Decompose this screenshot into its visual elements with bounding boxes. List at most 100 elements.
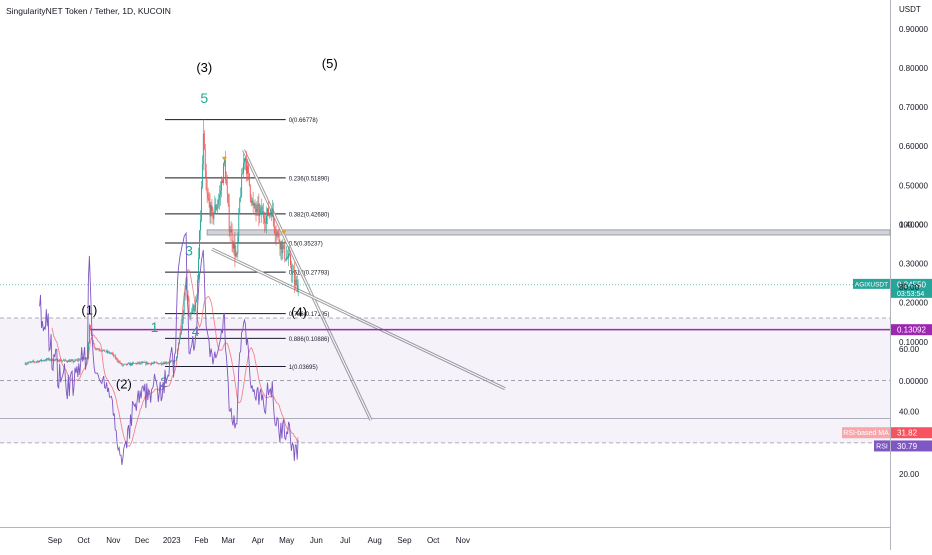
candle-body — [160, 362, 162, 365]
candle — [268, 212, 270, 219]
candle — [259, 203, 261, 224]
candle — [64, 358, 66, 362]
candle-body — [69, 360, 71, 362]
candle-body — [270, 212, 272, 217]
candle-body — [155, 362, 157, 364]
candle — [125, 363, 127, 365]
candle-body — [268, 208, 269, 216]
candle — [253, 201, 255, 209]
candle-body — [264, 218, 266, 223]
candle — [64, 359, 65, 362]
candle-body — [25, 363, 27, 365]
candle — [164, 361, 166, 365]
candle-body — [213, 212, 215, 219]
rsi-tick-label: 60.00 — [899, 345, 920, 354]
time-tick-label: Nov — [106, 536, 120, 545]
candle-body — [97, 348, 99, 350]
candle — [74, 358, 76, 362]
candle — [75, 358, 77, 361]
candle-body — [124, 363, 126, 365]
time-tick-label: Nov — [456, 536, 470, 545]
candle — [245, 157, 246, 171]
candle — [205, 163, 207, 191]
candle-body — [109, 353, 111, 354]
candle — [165, 361, 167, 365]
candle-body — [132, 362, 133, 365]
candle — [69, 359, 71, 363]
candle-body — [103, 349, 105, 351]
candle-body — [109, 351, 110, 354]
candle-body — [106, 350, 108, 352]
candle-body — [205, 171, 207, 191]
wave-label: 4 — [192, 323, 200, 339]
candle — [114, 354, 116, 360]
candle-body — [194, 308, 196, 311]
candle — [275, 224, 277, 246]
candle — [73, 360, 75, 363]
candle — [66, 360, 68, 364]
candle — [289, 246, 290, 257]
candle — [109, 352, 111, 355]
candle-body — [163, 363, 165, 364]
candle-body — [159, 362, 161, 364]
candle-body — [132, 362, 134, 364]
candle-body — [133, 363, 135, 364]
candle — [285, 258, 287, 262]
candle-body — [282, 246, 284, 254]
candle-body — [236, 253, 238, 254]
candle-body — [226, 184, 228, 195]
fib-label-0.236: 0.236(0.51890) — [289, 176, 330, 182]
candle — [149, 362, 151, 364]
candle-body — [94, 347, 96, 349]
candle-body — [231, 229, 233, 244]
level-tag-value: 0.13092 — [897, 326, 926, 335]
candle-body — [41, 360, 43, 361]
candle-body — [99, 349, 101, 351]
symbol-title: SingularityNET Token / Tether, 1D, KUCOI… — [6, 6, 171, 16]
candle — [57, 358, 59, 362]
candle — [157, 363, 159, 365]
candle — [161, 362, 163, 365]
candle-body — [220, 190, 222, 196]
candle — [213, 212, 215, 226]
candle — [117, 359, 119, 364]
last-price-value: 0.24550 — [897, 280, 926, 289]
candle-body — [137, 362, 139, 363]
candle-body — [262, 211, 264, 215]
candle-body — [272, 208, 274, 220]
candle-body — [153, 363, 154, 364]
candle-body — [59, 359, 61, 362]
candle-body — [29, 361, 31, 363]
candle-body — [279, 241, 281, 250]
candle — [264, 212, 266, 233]
candle-body — [47, 358, 49, 360]
candle — [173, 359, 175, 364]
candle-body — [232, 243, 234, 249]
candle — [247, 163, 249, 181]
candle — [242, 167, 244, 175]
candle — [86, 357, 87, 360]
candle — [231, 223, 233, 252]
candle — [118, 360, 120, 363]
candle — [227, 193, 229, 207]
candle-body — [284, 244, 286, 259]
candle — [287, 249, 289, 260]
candle-body — [35, 361, 37, 363]
candle-body — [28, 361, 30, 363]
candle — [163, 361, 165, 365]
candle-body — [234, 242, 236, 257]
candle — [98, 347, 100, 352]
candle — [192, 303, 194, 314]
candle-body — [162, 363, 164, 365]
candle — [188, 296, 190, 317]
candle-body — [190, 312, 192, 317]
candle — [104, 349, 106, 352]
candle — [283, 244, 285, 250]
candle-body — [266, 215, 267, 224]
wave-label: 1 — [151, 319, 159, 335]
wave-label: (4) — [291, 304, 307, 319]
candle — [150, 363, 152, 366]
